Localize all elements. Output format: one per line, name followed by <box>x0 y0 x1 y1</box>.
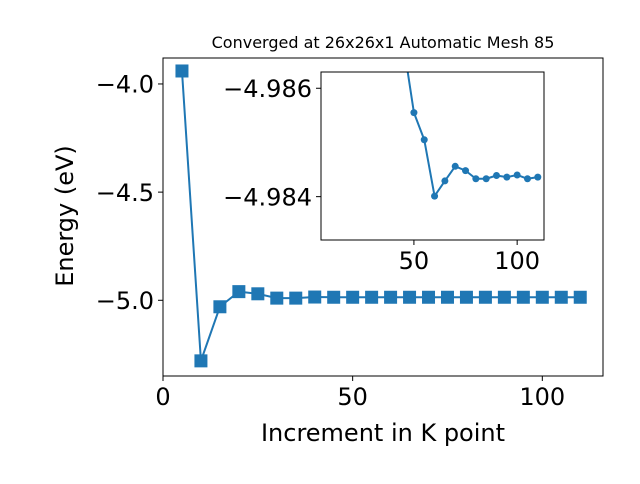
x-tick-label: 50 <box>399 247 430 275</box>
y-axis-label: Energy (eV) <box>51 145 79 287</box>
data-point <box>493 172 501 180</box>
data-point <box>523 175 531 183</box>
data-point <box>194 354 208 368</box>
data-point <box>503 173 511 181</box>
chart-title: Converged at 26x26x1 Automatic Mesh 85 <box>212 33 555 52</box>
x-axis-label: Increment in K point <box>261 419 505 447</box>
data-point <box>482 175 490 183</box>
data-point <box>175 64 189 78</box>
data-point <box>232 285 246 299</box>
y-tick-label: −4.0 <box>96 71 154 99</box>
data-point <box>573 290 587 304</box>
main-plot-frame <box>162 57 604 377</box>
data-point <box>422 290 436 304</box>
data-point <box>327 290 341 304</box>
data-point <box>410 109 418 117</box>
series-group <box>406 72 542 200</box>
data-point <box>441 177 449 185</box>
data-point <box>403 290 417 304</box>
data-point <box>513 171 521 179</box>
data-point <box>459 290 473 304</box>
x-tick-label: 0 <box>155 383 170 411</box>
data-point <box>440 290 454 304</box>
data-point <box>535 290 549 304</box>
y-tick-label: −4.5 <box>96 179 154 207</box>
inset-plot-frame <box>320 71 545 241</box>
inset-ticks: 50 100 −4.986 −4.984 <box>223 75 540 275</box>
data-point <box>478 290 492 304</box>
x-tick-label: 50 <box>337 383 368 411</box>
data-point <box>365 290 379 304</box>
data-point <box>516 290 530 304</box>
y-tick-label: −4.986 <box>223 75 312 103</box>
data-point <box>554 290 568 304</box>
data-point <box>308 290 322 304</box>
inset-axes: 50 100 −4.986 −4.984 <box>223 71 545 275</box>
data-point <box>251 287 265 301</box>
y-tick-label: −5.0 <box>96 287 154 315</box>
main-axes: Converged at 26x26x1 Automatic Mesh 85 I… <box>51 33 604 447</box>
data-point <box>451 162 459 170</box>
inset-series <box>406 72 542 200</box>
data-point <box>213 300 227 314</box>
main-series <box>175 64 587 368</box>
inset-plot-background <box>321 72 544 240</box>
series-line <box>180 70 581 362</box>
x-tick-label: 100 <box>494 247 540 275</box>
x-tick-label: 100 <box>519 383 565 411</box>
data-point <box>497 290 511 304</box>
data-point <box>462 167 470 175</box>
y-tick-label: −4.984 <box>223 183 312 211</box>
data-point <box>346 290 360 304</box>
data-point <box>289 291 303 305</box>
series-group <box>175 64 587 368</box>
data-point <box>472 175 480 183</box>
main-ticks: 0 50 100 −4.0 −4.5 −5.0 <box>96 71 565 411</box>
data-point <box>270 291 284 305</box>
data-point <box>431 192 439 200</box>
data-point <box>384 290 398 304</box>
data-point <box>420 136 428 144</box>
data-point <box>534 173 542 181</box>
